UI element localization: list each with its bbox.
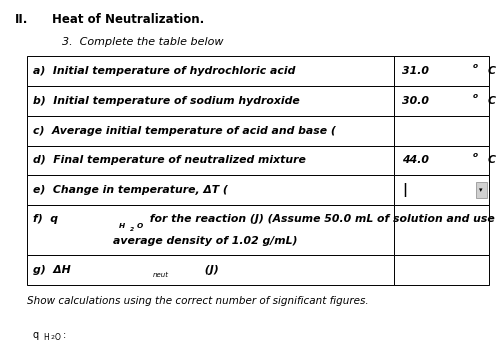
- Text: a)  Initial temperature of hydrochloric acid: a) Initial temperature of hydrochloric a…: [33, 66, 296, 76]
- Text: f)  q: f) q: [33, 214, 58, 224]
- Bar: [27, 205, 394, 255]
- Text: for the reaction (J) (Assume 50.0 mL of solution and use: for the reaction (J) (Assume 50.0 mL of …: [146, 214, 495, 224]
- Bar: [27, 175, 394, 205]
- Text: |: |: [402, 183, 407, 197]
- Text: c)  Average initial temperature of acid and base (: c) Average initial temperature of acid a…: [33, 126, 336, 136]
- Text: o: o: [473, 93, 478, 99]
- Text: O: O: [136, 223, 142, 229]
- Text: Heat of Neutralization.: Heat of Neutralization.: [52, 13, 204, 26]
- Bar: [394, 146, 489, 175]
- Text: q: q: [32, 330, 38, 340]
- Bar: [394, 116, 489, 146]
- Text: (J): (J): [200, 265, 218, 275]
- Text: d)  Final temperature of neutralized mixture: d) Final temperature of neutralized mixt…: [33, 155, 306, 166]
- Bar: [394, 86, 489, 116]
- Bar: [27, 116, 394, 146]
- Text: b)  Initial temperature of sodium hydroxide: b) Initial temperature of sodium hydroxi…: [33, 96, 300, 106]
- Text: ▾: ▾: [479, 187, 483, 193]
- Text: 30.0: 30.0: [402, 96, 429, 106]
- Bar: [394, 175, 489, 205]
- Text: 31.0: 31.0: [402, 66, 429, 76]
- Text: 2: 2: [50, 335, 54, 340]
- Text: 2: 2: [130, 227, 134, 232]
- Text: C: C: [488, 155, 496, 166]
- Bar: [476, 182, 487, 199]
- Text: 44.0: 44.0: [402, 155, 429, 166]
- Text: e)  Change in temperature, ΔT (: e) Change in temperature, ΔT (: [33, 185, 228, 195]
- Text: O: O: [55, 333, 61, 342]
- Text: Show calculations using the correct number of significant figures.: Show calculations using the correct numb…: [27, 296, 369, 306]
- Text: :: :: [63, 330, 66, 340]
- Bar: [394, 56, 489, 86]
- Text: 3.  Complete the table below: 3. Complete the table below: [62, 37, 224, 48]
- Bar: [394, 255, 489, 285]
- Text: H: H: [43, 333, 49, 342]
- Text: o: o: [473, 63, 478, 69]
- Text: neut: neut: [152, 272, 169, 278]
- Text: H: H: [119, 223, 125, 229]
- Bar: [27, 86, 394, 116]
- Bar: [394, 205, 489, 255]
- Text: II.: II.: [15, 13, 28, 26]
- Text: o: o: [473, 152, 478, 158]
- Text: g)  ΔH: g) ΔH: [33, 265, 71, 275]
- Text: C: C: [488, 96, 496, 106]
- Bar: [27, 255, 394, 285]
- Text: average density of 1.02 g/mL): average density of 1.02 g/mL): [114, 236, 298, 246]
- Text: C: C: [488, 66, 496, 76]
- Bar: [27, 56, 394, 86]
- Bar: [27, 146, 394, 175]
